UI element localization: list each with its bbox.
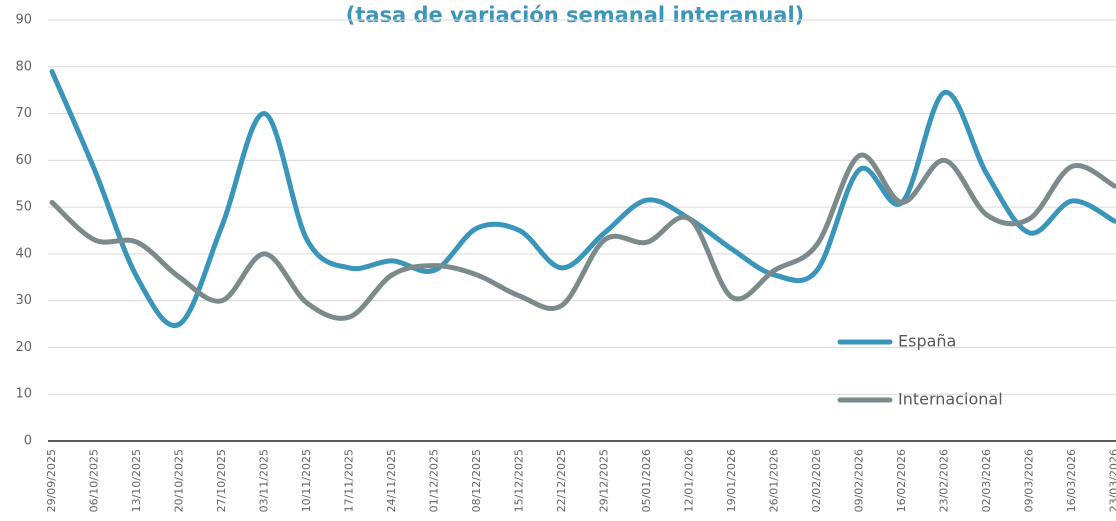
x-tick-label: 16/03/2026 [1065,449,1078,512]
x-tick-label: 01/12/2025 [428,449,441,512]
x-tick-label: 02/02/2026 [810,449,823,512]
x-tick-label: 23/02/2026 [938,449,951,512]
y-tick-label: 70 [15,106,32,121]
x-tick-label: 02/03/2026 [980,449,993,512]
x-tick-label: 13/10/2025 [130,449,143,512]
y-tick-label: 20 [15,340,32,355]
x-tick-label: 09/03/2026 [1023,449,1036,512]
y-tick-label: 0 [24,434,32,449]
x-tick-label: 09/02/2026 [853,449,866,512]
x-tick-label: 16/02/2026 [895,449,908,512]
x-tick-label: 10/11/2025 [300,449,313,512]
x-tick-label: 17/11/2025 [343,449,356,512]
line-series [49,152,1116,321]
x-tick-label: 06/10/2025 [88,449,101,512]
legend-label: Internacional [898,390,1003,409]
x-tick-label: 03/11/2025 [258,449,271,512]
x-tick-label: 27/10/2025 [215,449,228,512]
x-tick-label: 20/10/2025 [173,449,186,512]
y-tick-label: 60 [15,153,32,168]
x-tick-label: 26/01/2026 [768,449,781,512]
legend-label: España [898,332,956,351]
x-tick-label: 29/12/2025 [598,449,611,512]
y-tick-label: 80 [15,59,32,74]
x-tick-label: 23/03/2026 [1108,449,1116,512]
x-tick-label: 29/09/2025 [45,449,58,512]
x-tick-label: 24/11/2025 [385,449,398,512]
chart-title: (tasa de variación semanal interanual) [346,3,805,27]
x-tick-label: 22/12/2025 [555,449,568,512]
y-tick-label: 30 [15,293,32,308]
x-tick-label: 15/12/2025 [513,449,526,512]
x-tick-label: 19/01/2026 [725,449,738,512]
line-series [49,68,1116,329]
y-tick-label: 90 [15,13,32,28]
x-tick-label: 08/12/2025 [470,449,483,512]
y-tick-label: 50 [15,200,32,215]
x-tick-label: 05/01/2026 [640,449,653,512]
y-tick-label: 40 [15,246,32,261]
x-tick-label: 12/01/2026 [683,449,696,512]
y-tick-label: 10 [15,387,32,402]
